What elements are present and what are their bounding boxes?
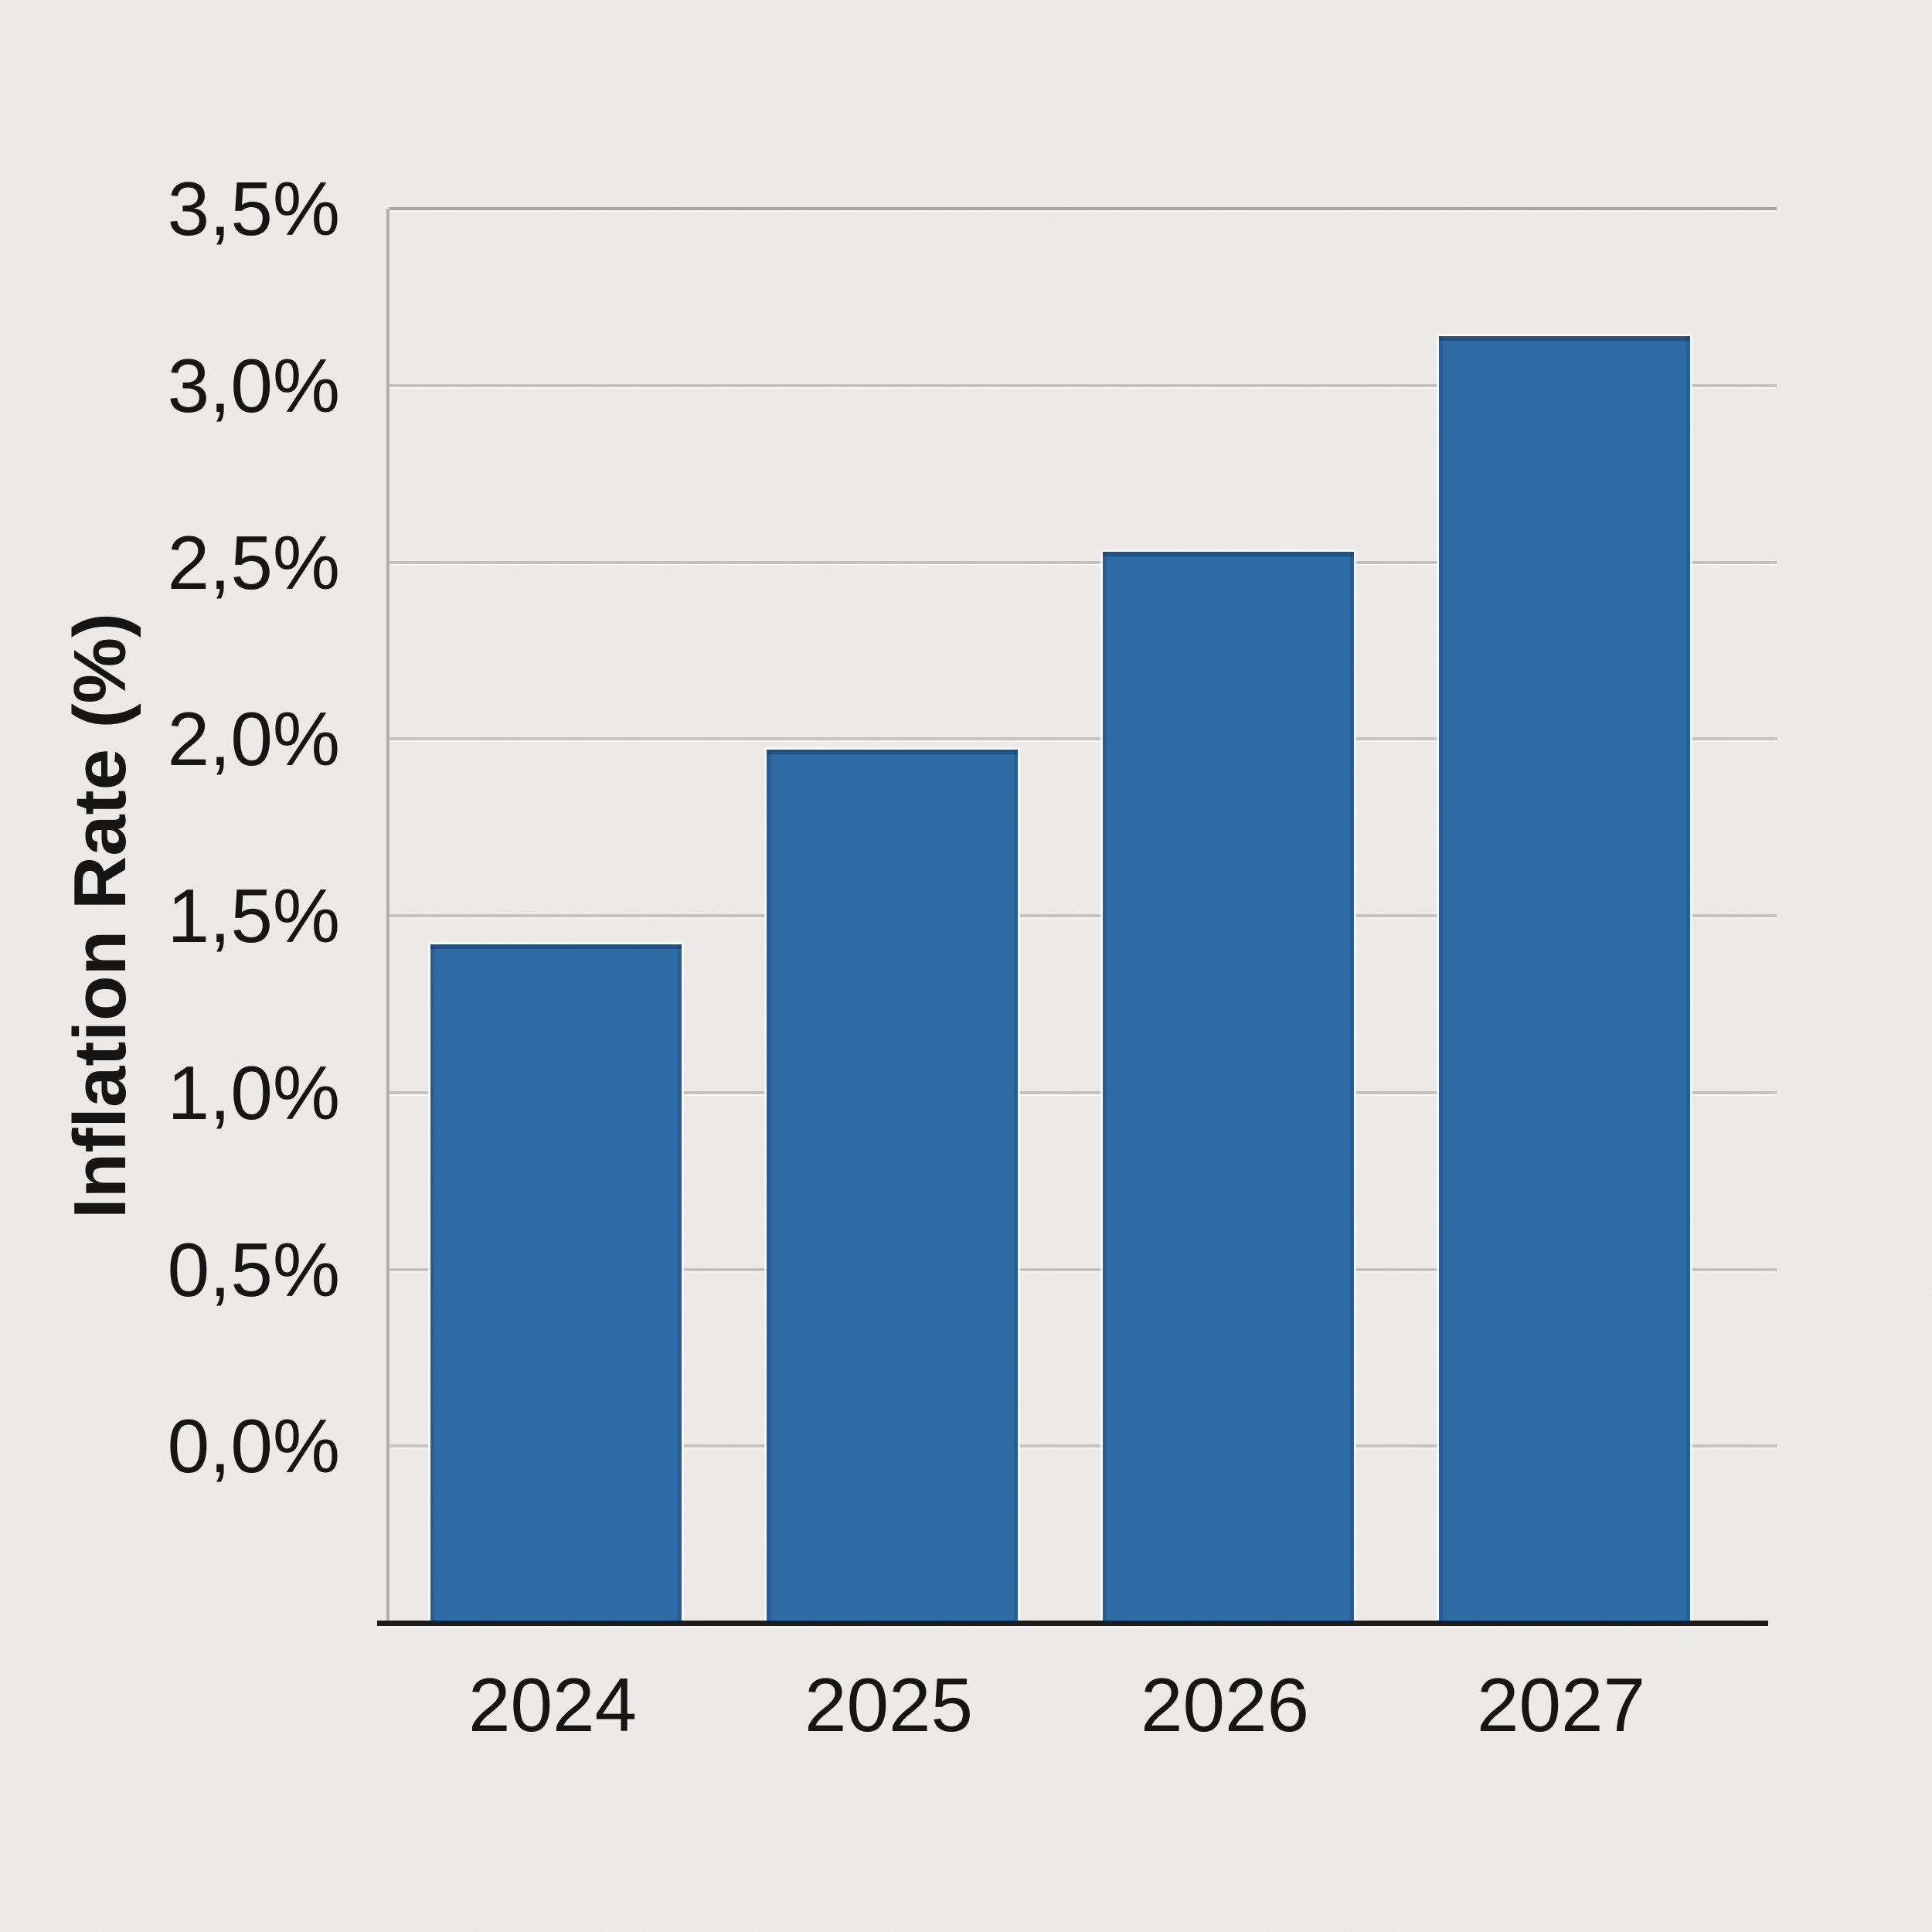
x-tick-label: 2024 [468, 1662, 637, 1747]
x-tick-label: 2026 [1140, 1662, 1309, 1747]
gridline [389, 1090, 1777, 1094]
y-tick-label: 0,0% [167, 1403, 340, 1489]
bar-2026 [1102, 551, 1354, 1623]
y-tick-label: 0,5% [167, 1226, 340, 1312]
bar-2025 [766, 749, 1018, 1623]
gridline [389, 383, 1777, 387]
bar-2024 [430, 944, 682, 1623]
gridline [389, 1444, 1777, 1448]
y-tick-label: 2,0% [167, 696, 340, 782]
plot-area [386, 207, 1777, 1623]
x-axis-line [377, 1621, 1768, 1626]
gridline [389, 1267, 1777, 1271]
bar-2027 [1438, 335, 1690, 1623]
gridline [389, 914, 1777, 917]
y-tick-label: 3,0% [167, 342, 340, 428]
gridline [389, 560, 1777, 564]
y-tick-label: 3,5% [167, 166, 340, 251]
x-tick-label: 2027 [1476, 1662, 1645, 1747]
gridline [389, 207, 1777, 210]
y-tick-label: 2,5% [167, 519, 340, 605]
x-tick-label: 2025 [804, 1662, 973, 1747]
gridline [389, 737, 1777, 741]
y-tick-label: 1,5% [167, 873, 340, 958]
y-tick-label: 1,0% [167, 1049, 340, 1135]
